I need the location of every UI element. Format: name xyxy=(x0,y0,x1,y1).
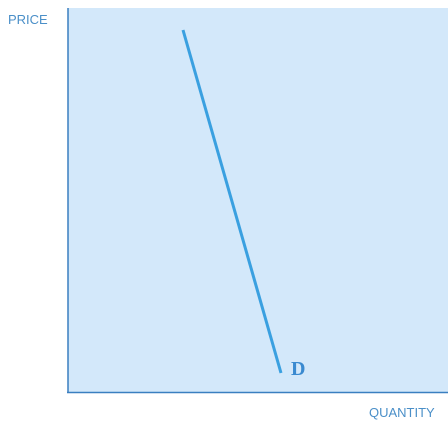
y-axis-label: PRICE xyxy=(8,12,48,27)
x-axis-label: QUANTITY xyxy=(369,405,435,420)
demand-curve xyxy=(181,29,283,374)
plot-area xyxy=(68,8,448,392)
curve-label: D xyxy=(291,358,305,380)
